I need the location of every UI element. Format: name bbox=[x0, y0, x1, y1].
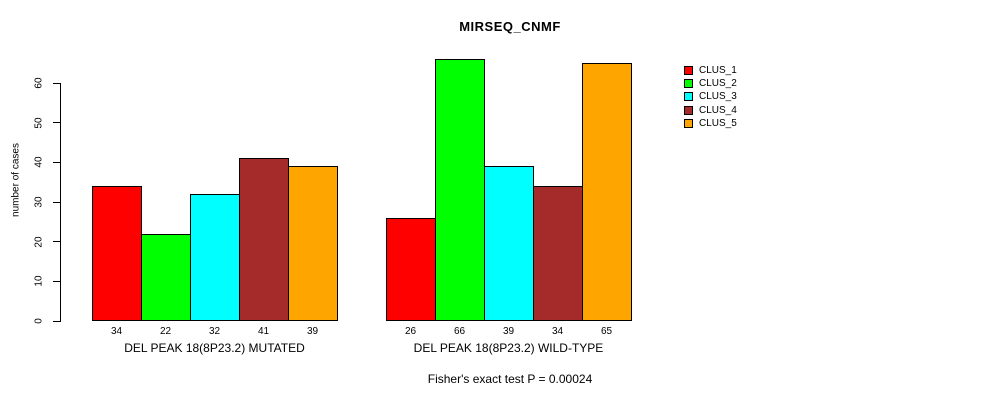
y-axis-tick-label: 60 bbox=[33, 77, 45, 89]
y-axis-tick-label: 30 bbox=[33, 196, 45, 208]
legend-item: CLUS_1 bbox=[684, 64, 737, 77]
y-axis-tick bbox=[53, 82, 60, 84]
bar-value-label: 39 bbox=[502, 326, 515, 337]
legend-swatch bbox=[684, 105, 693, 115]
bar-value-label: 34 bbox=[110, 326, 123, 337]
legend-item: CLUS_3 bbox=[684, 90, 737, 103]
legend: CLUS_1 CLUS_2 CLUS_3 CLUS_4 CLUS_5 bbox=[684, 64, 737, 130]
bar bbox=[582, 63, 632, 321]
bar bbox=[386, 217, 436, 321]
y-axis-label: number of cases bbox=[10, 143, 22, 217]
legend-label: CLUS_2 bbox=[699, 78, 737, 90]
bar bbox=[533, 186, 583, 321]
y-axis-tick-label: 40 bbox=[33, 156, 45, 168]
bar-value-label: 65 bbox=[600, 326, 613, 337]
y-axis-tick-label: 10 bbox=[33, 275, 45, 287]
bar bbox=[190, 194, 240, 321]
bar-value-label: 41 bbox=[257, 326, 270, 337]
footnote: Fisher's exact test P = 0.00024 bbox=[427, 372, 593, 386]
y-axis-tick bbox=[53, 280, 60, 282]
y-axis-tick bbox=[53, 122, 60, 124]
bar-value-label: 34 bbox=[551, 326, 564, 337]
y-axis-tick-label: 0 bbox=[33, 318, 45, 324]
legend-swatch bbox=[684, 92, 693, 102]
legend-label: CLUS_1 bbox=[699, 65, 737, 77]
y-axis-tick bbox=[53, 201, 60, 203]
y-axis-tick bbox=[53, 320, 60, 322]
bar-value-label: 66 bbox=[453, 326, 466, 337]
bar bbox=[141, 233, 191, 321]
y-axis-tick bbox=[53, 161, 60, 163]
y-axis-line bbox=[60, 83, 61, 322]
x-group-label: DEL PEAK 18(8P23.2) WILD-TYPE bbox=[413, 341, 604, 355]
bar bbox=[435, 59, 485, 321]
bar bbox=[239, 158, 289, 321]
legend-swatch bbox=[684, 79, 693, 89]
legend-swatch bbox=[684, 66, 693, 76]
bar bbox=[484, 166, 534, 321]
bar-value-label: 26 bbox=[404, 326, 417, 337]
legend-item: CLUS_4 bbox=[684, 104, 737, 117]
x-group-label: DEL PEAK 18(8P23.2) MUTATED bbox=[124, 341, 305, 355]
legend-item: CLUS_2 bbox=[684, 77, 737, 90]
legend-label: CLUS_3 bbox=[699, 91, 737, 103]
bar-value-label: 32 bbox=[208, 326, 221, 337]
y-axis-tick-label: 20 bbox=[33, 236, 45, 248]
legend-label: CLUS_4 bbox=[699, 104, 737, 116]
legend-label: CLUS_5 bbox=[699, 117, 737, 129]
bar bbox=[92, 186, 142, 321]
bar-value-label: 22 bbox=[159, 326, 172, 337]
y-axis-tick-label: 50 bbox=[33, 117, 45, 129]
bar-value-label: 39 bbox=[306, 326, 319, 337]
chart-title: MIRSEQ_CNMF bbox=[459, 19, 561, 34]
y-axis-tick bbox=[53, 241, 60, 243]
legend-item: CLUS_5 bbox=[684, 117, 737, 130]
legend-swatch bbox=[684, 118, 693, 128]
bar bbox=[288, 166, 338, 321]
